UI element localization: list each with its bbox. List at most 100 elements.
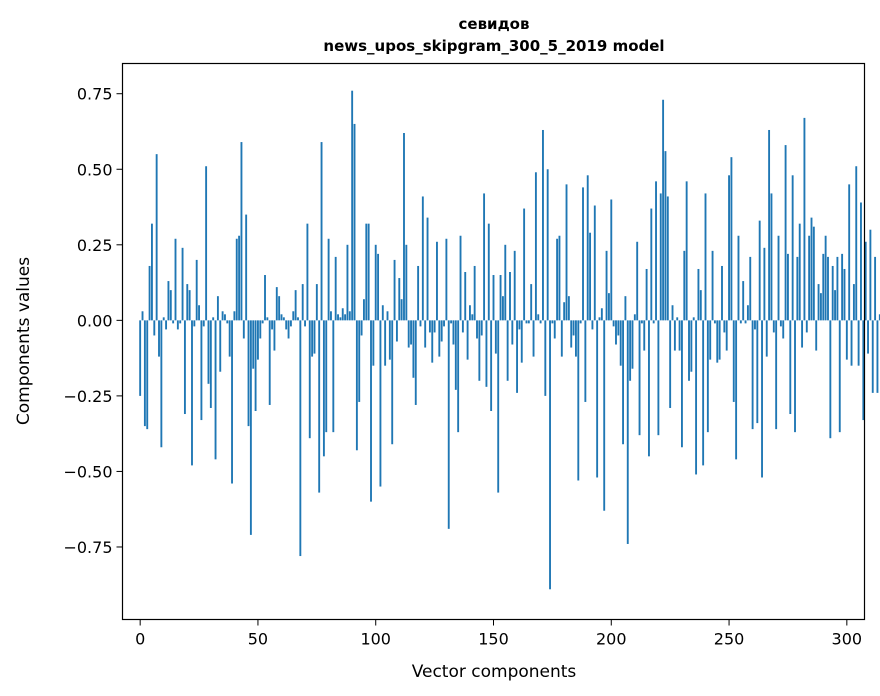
x-tick-label: 100 (360, 630, 391, 649)
bar (600, 308, 603, 321)
bar (794, 320, 796, 433)
bar (598, 317, 601, 321)
bar (523, 208, 526, 321)
bar (245, 214, 248, 321)
y-axis-ticks: −0.75 −0.50 −0.25 0.00 0.25 0.50 0.75 (63, 85, 123, 557)
bar (306, 223, 309, 321)
bar (238, 235, 241, 321)
bar (692, 317, 695, 321)
bar (205, 166, 208, 321)
bar (153, 320, 156, 336)
bar (546, 169, 549, 321)
bar (827, 256, 829, 321)
bar (525, 320, 528, 324)
y-tick-label: 0.00 (77, 311, 113, 330)
bar (151, 223, 153, 321)
bar (829, 320, 832, 439)
bar (299, 320, 302, 557)
bar (819, 293, 822, 321)
bar (659, 193, 662, 321)
bar (579, 320, 582, 324)
bar (287, 320, 290, 339)
bar (224, 314, 226, 321)
bar (570, 320, 573, 348)
bar (838, 320, 841, 433)
bar (214, 320, 217, 460)
bar (706, 320, 709, 433)
bar (869, 229, 872, 321)
bar (860, 202, 862, 321)
y-tick-label: 0.75 (77, 85, 113, 104)
bar (438, 320, 441, 357)
bar (626, 320, 629, 544)
bar (261, 320, 264, 324)
bar (165, 320, 168, 330)
bar (582, 187, 584, 321)
bar (867, 320, 869, 354)
bar (756, 320, 759, 424)
y-tick-label: −0.25 (63, 387, 112, 406)
bar (624, 296, 627, 321)
bar (176, 320, 179, 330)
bar (285, 320, 288, 330)
bar (436, 241, 438, 321)
bar (862, 320, 865, 421)
bar (617, 320, 620, 336)
bar (148, 265, 151, 321)
bar (275, 287, 278, 321)
bar (779, 320, 782, 327)
bar (377, 253, 380, 321)
bar (537, 314, 540, 321)
bar (226, 320, 229, 324)
bar (784, 145, 787, 321)
bar (247, 320, 250, 427)
bar (841, 253, 844, 321)
bar (671, 305, 674, 321)
bar (294, 290, 297, 321)
bar (363, 299, 365, 321)
bar (871, 320, 874, 393)
bar (812, 226, 815, 321)
bar (664, 151, 667, 321)
bar (391, 320, 394, 445)
chart-subtitle: news_upos_skipgram_300_5_2019 model (323, 37, 664, 55)
bar (461, 320, 464, 333)
bar (457, 320, 460, 433)
bar (801, 320, 804, 348)
bar (355, 320, 358, 451)
bar (591, 320, 594, 330)
bar (160, 320, 163, 448)
bar (690, 320, 693, 372)
bar (527, 320, 530, 324)
bar (655, 181, 657, 321)
bar (405, 244, 408, 321)
bar (723, 320, 726, 333)
bar (615, 320, 617, 345)
bar (572, 320, 575, 336)
bar (257, 320, 259, 360)
bar (332, 320, 335, 433)
bar (697, 268, 700, 321)
bar (487, 223, 490, 321)
bar (414, 320, 417, 405)
bar (139, 320, 142, 396)
bar (407, 320, 410, 348)
bar (754, 320, 756, 330)
bar (610, 199, 613, 321)
bar (817, 284, 820, 321)
bar (301, 284, 304, 321)
bar (751, 320, 754, 430)
bar (315, 284, 318, 321)
bar (553, 320, 556, 339)
bar (520, 320, 523, 363)
bar (619, 320, 622, 366)
y-tick-label: −0.75 (63, 538, 112, 557)
bar (593, 205, 596, 321)
bar (221, 311, 224, 321)
bar (273, 320, 276, 351)
bar (219, 320, 222, 372)
bar (400, 299, 403, 321)
bar (452, 320, 455, 345)
bar (732, 320, 735, 402)
bar (746, 305, 749, 321)
